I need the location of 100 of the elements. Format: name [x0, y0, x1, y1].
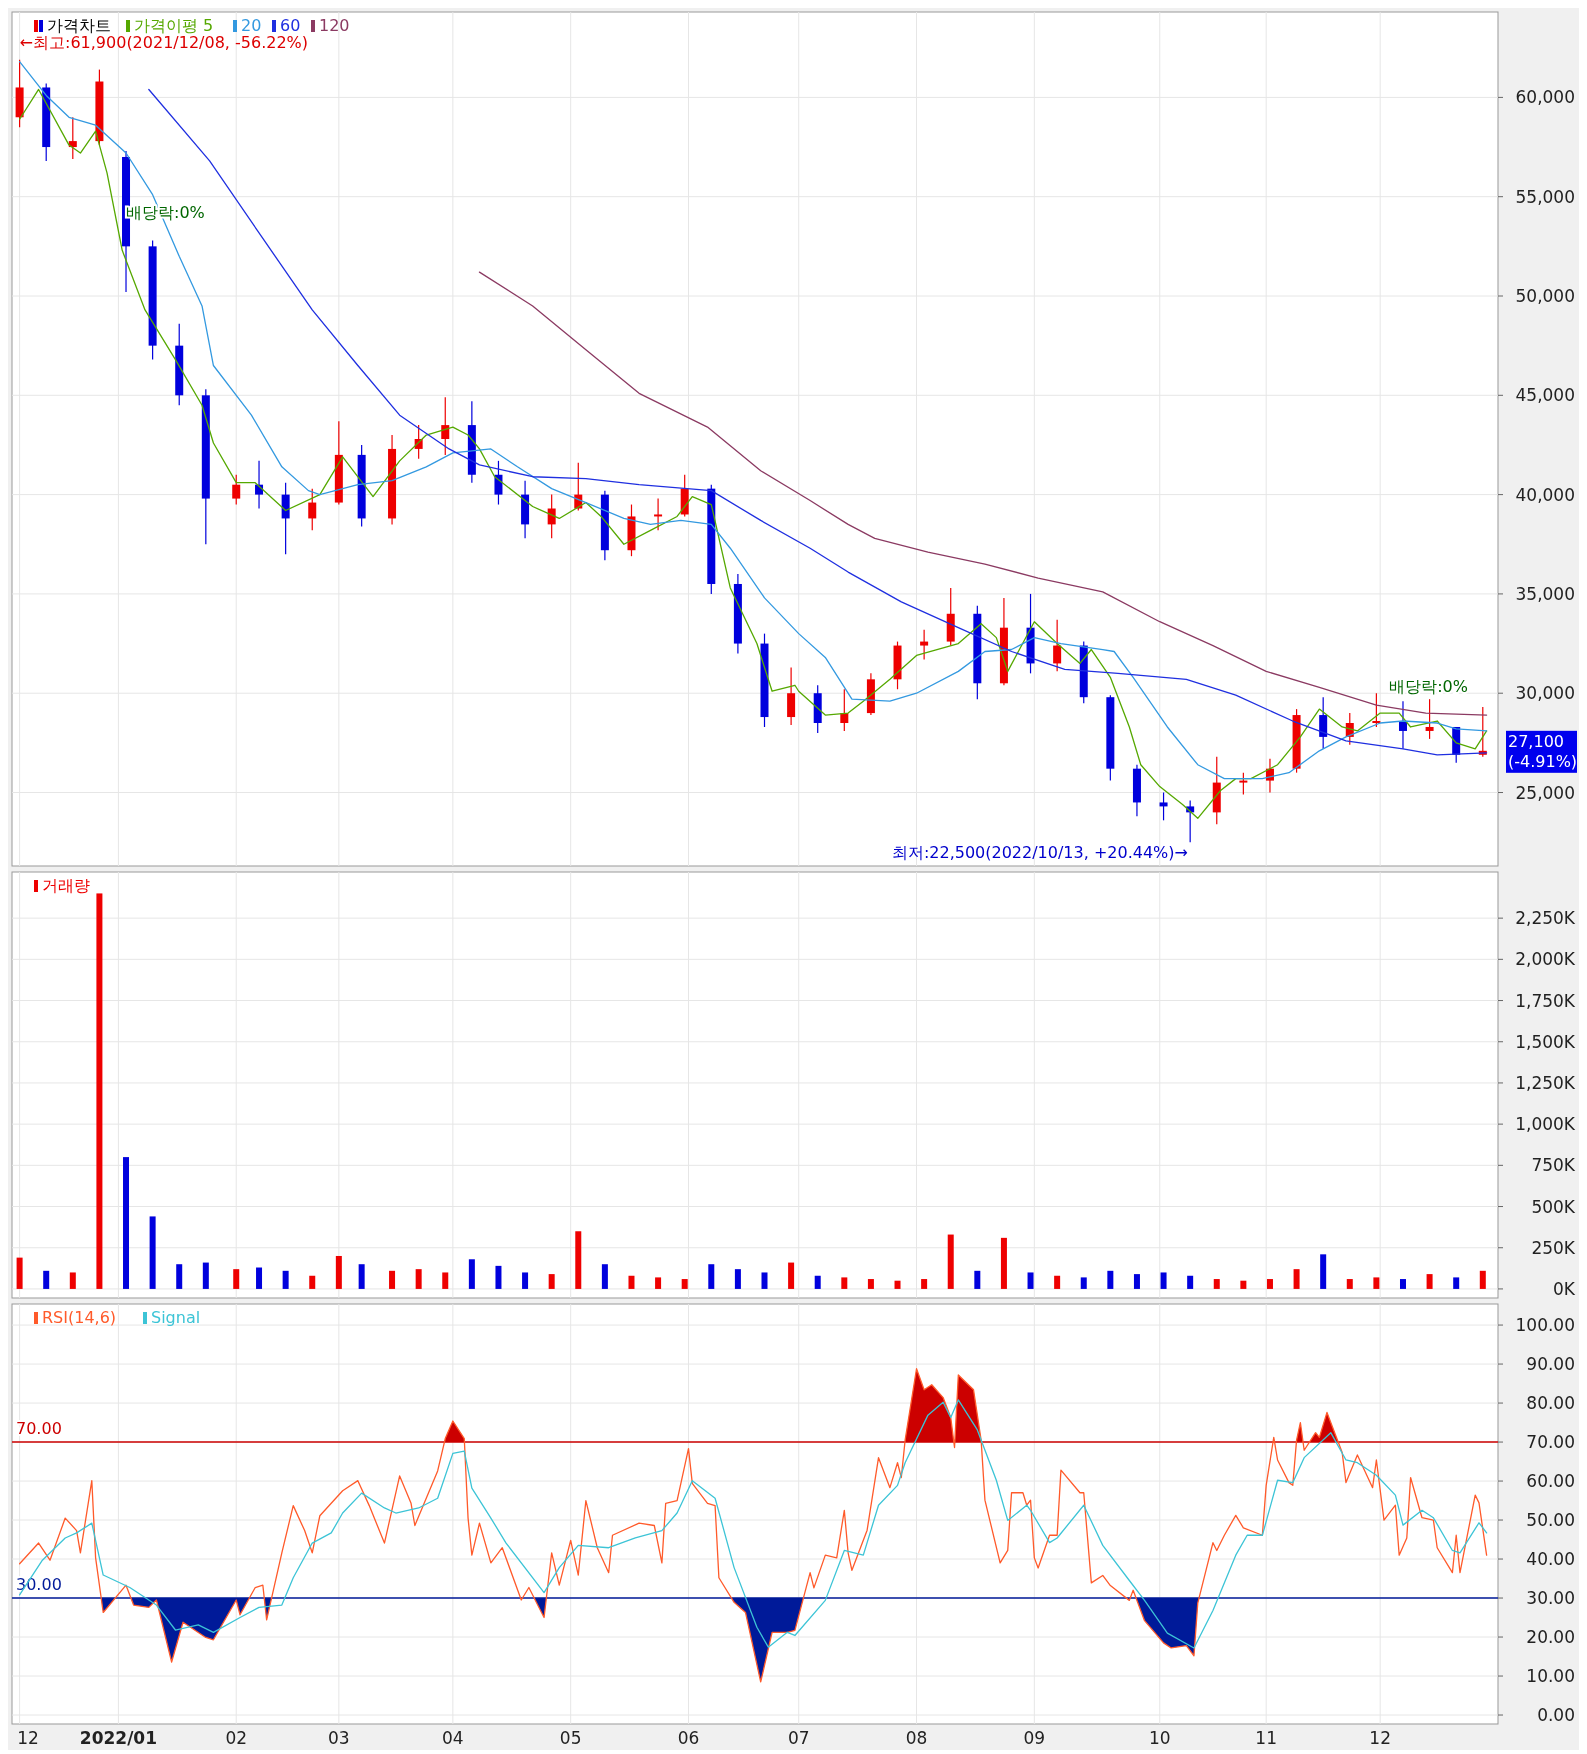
candlestick [281, 482, 290, 555]
bar [358, 1264, 365, 1289]
x-tick-label: 08 [905, 1728, 928, 1748]
bar [655, 1277, 662, 1289]
y-tick-label: 70.00 [1526, 1432, 1575, 1453]
candlestick [920, 629, 929, 661]
candlestick [1372, 692, 1381, 728]
bar [256, 1267, 263, 1289]
line-series [18, 1399, 1488, 1649]
y-tick-label: 1,750K [1515, 990, 1576, 1011]
bar [1080, 1277, 1087, 1289]
y-tick-label: 30.00 [1526, 1588, 1575, 1609]
bar [894, 1280, 901, 1289]
candlestick [1239, 772, 1248, 796]
bar [123, 1157, 130, 1289]
candlestick [308, 488, 317, 531]
bar [681, 1279, 688, 1289]
annotation: 27,100 (-4.91%) [1508, 731, 1578, 771]
bar [734, 1269, 741, 1289]
candlestick [1425, 698, 1434, 740]
bar [974, 1270, 981, 1289]
bar [389, 1270, 396, 1289]
bar [415, 1269, 422, 1289]
bar [867, 1279, 874, 1289]
x-tick-label: 02 [225, 1728, 248, 1748]
bar [947, 1234, 954, 1289]
y-tick-label: 40,000 [1515, 484, 1575, 505]
bar [1479, 1270, 1486, 1289]
y-tick-label: 50,000 [1515, 286, 1575, 306]
bar [335, 1255, 342, 1289]
y-tick-label: 2,250K [1515, 908, 1576, 929]
bar [548, 1274, 555, 1289]
bar [788, 1262, 795, 1289]
x-tick-label: 12 [1369, 1728, 1391, 1748]
bar [921, 1279, 928, 1289]
x-tick-label: 2022/01 [79, 1728, 158, 1748]
legend-label: 가격이평 5 [134, 16, 214, 35]
bar [814, 1275, 821, 1289]
y-tick-label: 1,500K [1515, 1031, 1576, 1052]
bar [176, 1264, 183, 1289]
bar [522, 1272, 529, 1289]
y-tick-label: 60,000 [1515, 87, 1575, 108]
candlestick [787, 666, 796, 726]
legend-label: 거래량 [42, 876, 90, 895]
y-tick-label: 0.00 [1537, 1705, 1575, 1726]
line-series [478, 271, 1488, 716]
bar [601, 1264, 608, 1289]
y-tick-label: 25,000 [1515, 782, 1575, 803]
candlestick [68, 116, 77, 160]
candlestick [1319, 696, 1328, 750]
y-tick-label: 100.00 [1515, 1315, 1575, 1336]
legend-label: 20 [241, 16, 262, 35]
candlestick [255, 460, 264, 510]
y-tick-label: 40.00 [1526, 1549, 1575, 1570]
candlestick [1159, 791, 1168, 821]
y-tick-label: 250K [1531, 1237, 1576, 1258]
x-tick-label: 07 [787, 1728, 810, 1748]
bar [1453, 1277, 1460, 1289]
legend-label: 120 [319, 16, 350, 35]
bar [282, 1270, 289, 1289]
legend-label: RSI(14,6) [42, 1308, 117, 1327]
bar [1187, 1275, 1194, 1289]
bar [575, 1231, 582, 1289]
bar [43, 1270, 50, 1289]
y-tick-label: 30,000 [1515, 683, 1575, 704]
line-series [18, 1368, 1488, 1683]
bar [628, 1275, 635, 1289]
y-tick-label: 0K [1553, 1278, 1576, 1299]
bar [149, 1216, 156, 1289]
y-tick-label: 750K [1531, 1155, 1576, 1176]
candlestick [1053, 619, 1062, 672]
bar [442, 1272, 449, 1289]
bar [1054, 1275, 1061, 1289]
y-tick-label: 45,000 [1515, 385, 1575, 406]
y-tick-label: 90.00 [1526, 1354, 1575, 1375]
y-tick-label: 500K [1531, 1196, 1576, 1217]
bar [1266, 1279, 1273, 1289]
bar [1346, 1279, 1353, 1289]
annotation: 배당락:0% [1389, 677, 1468, 696]
candlestick [654, 497, 663, 531]
y-tick-label: 50.00 [1526, 1510, 1575, 1531]
bar [16, 1257, 23, 1289]
bar [1027, 1272, 1034, 1289]
bar [1213, 1279, 1220, 1289]
x-tick-label: 04 [442, 1728, 464, 1748]
bar [1000, 1237, 1007, 1289]
candlestick [232, 474, 241, 506]
candlestick [414, 424, 423, 460]
x-tick-label: 12 [17, 1728, 39, 1748]
bar [309, 1275, 316, 1289]
bar [761, 1272, 768, 1289]
y-tick-label: 35,000 [1515, 583, 1575, 604]
candlestick [1398, 700, 1407, 750]
x-tick-label: 06 [677, 1728, 700, 1748]
bar [69, 1272, 76, 1289]
candlestick [840, 688, 849, 732]
bar [233, 1269, 240, 1289]
bar [202, 1262, 209, 1289]
bar [1399, 1279, 1406, 1289]
legend-label: 가격차트 [47, 16, 111, 35]
